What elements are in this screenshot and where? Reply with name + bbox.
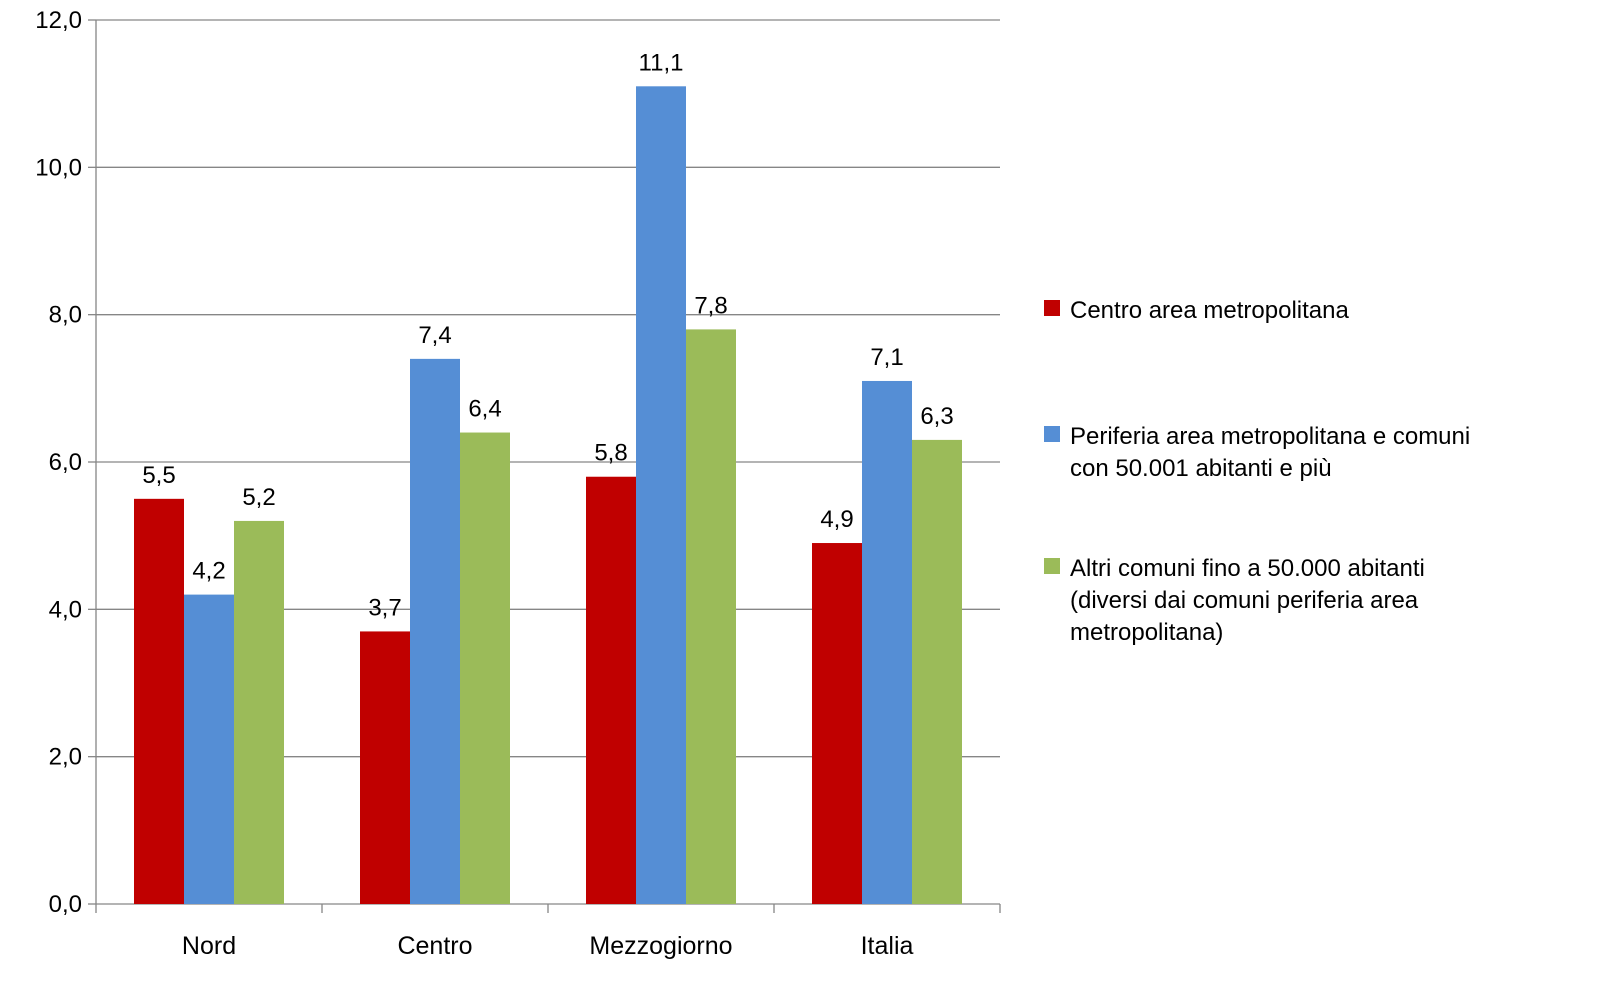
bar	[410, 359, 460, 904]
bar-value-label: 3,7	[368, 594, 401, 621]
y-tick-label: 6,0	[49, 449, 82, 476]
y-tick-label: 10,0	[35, 154, 82, 181]
legend-label: metropolitana)	[1070, 619, 1223, 646]
bar-value-label: 7,1	[870, 344, 903, 371]
legend-swatch	[1044, 558, 1060, 574]
bar-value-label: 5,2	[242, 484, 275, 511]
bar-value-label: 6,4	[468, 396, 501, 423]
bar-value-label: 4,2	[192, 558, 225, 585]
legend-label: Periferia area metropolitana e comuni	[1070, 423, 1470, 450]
bar	[686, 329, 736, 904]
legend-label: con 50.001 abitanti e più	[1070, 455, 1332, 482]
bar-value-label: 4,9	[820, 506, 853, 533]
bar	[134, 499, 184, 904]
bar	[862, 381, 912, 904]
y-tick-label: 4,0	[49, 596, 82, 623]
bar-value-label: 7,8	[694, 292, 727, 319]
bar	[912, 440, 962, 904]
y-tick-label: 2,0	[49, 744, 82, 771]
x-category-label: Mezzogiorno	[589, 932, 732, 960]
y-tick-label: 0,0	[49, 891, 82, 918]
legend-label: Centro area metropolitana	[1070, 297, 1349, 324]
x-category-label: Centro	[397, 932, 472, 960]
bar-value-label: 6,3	[920, 403, 953, 430]
bar-value-label: 7,4	[418, 322, 451, 349]
bar	[812, 543, 862, 904]
legend-swatch	[1044, 300, 1060, 316]
bar	[460, 433, 510, 904]
legend: Centro area metropolitana Periferia area …	[1044, 297, 1470, 646]
bar	[636, 86, 686, 904]
bar-value-label: 5,8	[594, 440, 627, 467]
bar-value-label: 5,5	[142, 462, 175, 489]
bar-value-label: 11,1	[639, 49, 684, 76]
legend-label: Altri comuni fino a 50.000 abitanti	[1070, 555, 1425, 582]
bar	[586, 477, 636, 904]
bar	[234, 521, 284, 904]
y-tick-label: 8,0	[49, 302, 82, 329]
legend-swatch	[1044, 426, 1060, 442]
y-tick-label: 12,0	[35, 7, 82, 34]
bar	[184, 595, 234, 904]
x-category-label: Italia	[861, 932, 914, 960]
x-category-label: Nord	[182, 932, 236, 960]
bar	[360, 631, 410, 904]
legend-label: (diversi dai comuni periferia area	[1070, 587, 1419, 614]
